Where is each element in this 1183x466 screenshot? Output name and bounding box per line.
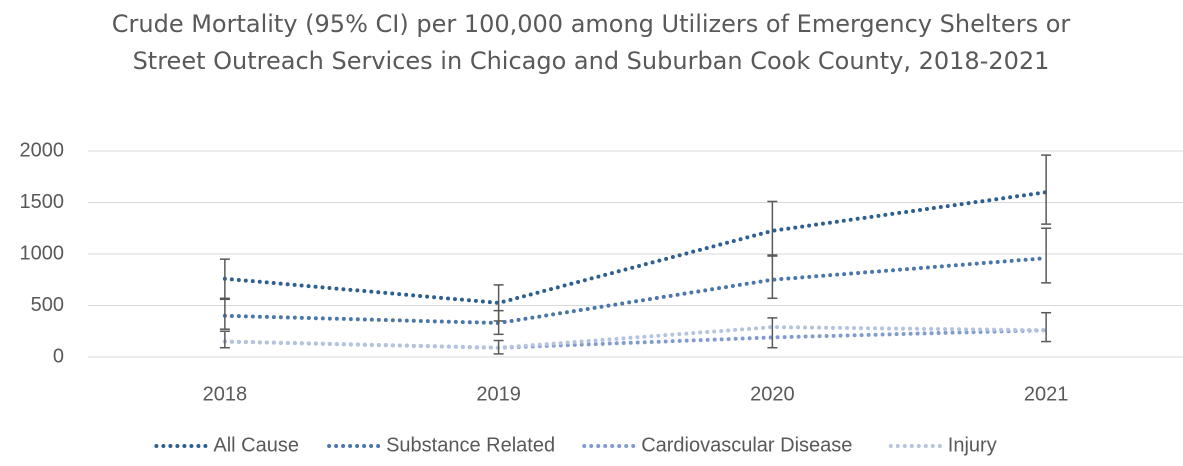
legend-label: All Cause (213, 434, 299, 456)
series-line (222, 328, 1049, 350)
y-tick-label: 2000 (20, 139, 65, 161)
x-tick-label: 2021 (1024, 383, 1069, 405)
error-bar (1041, 154, 1052, 225)
error-bar (493, 309, 504, 336)
y-tick-label: 0 (53, 345, 64, 367)
error-bar (767, 200, 778, 257)
legend-label: Substance Related (386, 434, 555, 456)
series-line (222, 256, 1049, 326)
error-bar (767, 254, 778, 300)
error-bar (219, 330, 230, 349)
error-bar (493, 339, 504, 355)
x-tick-label: 2020 (750, 383, 795, 405)
legend-label: Cardiovascular Disease (641, 434, 852, 456)
error-bar (219, 258, 230, 300)
error-bar (219, 298, 230, 330)
y-tick-label: 1500 (20, 191, 65, 213)
y-tick-label: 1000 (20, 242, 65, 264)
legend-label: Injury (948, 434, 997, 456)
x-tick-label: 2019 (476, 383, 521, 405)
x-tick-label: 2018 (203, 383, 248, 405)
series-line (222, 325, 1049, 350)
series-line (222, 190, 1049, 305)
error-bar (1041, 311, 1052, 343)
error-bar (767, 317, 778, 349)
y-tick-label: 500 (31, 294, 64, 316)
error-bar (1041, 227, 1052, 284)
chart-title: Crude Mortality (95% CI) per 100,000 amo… (111, 10, 1071, 75)
